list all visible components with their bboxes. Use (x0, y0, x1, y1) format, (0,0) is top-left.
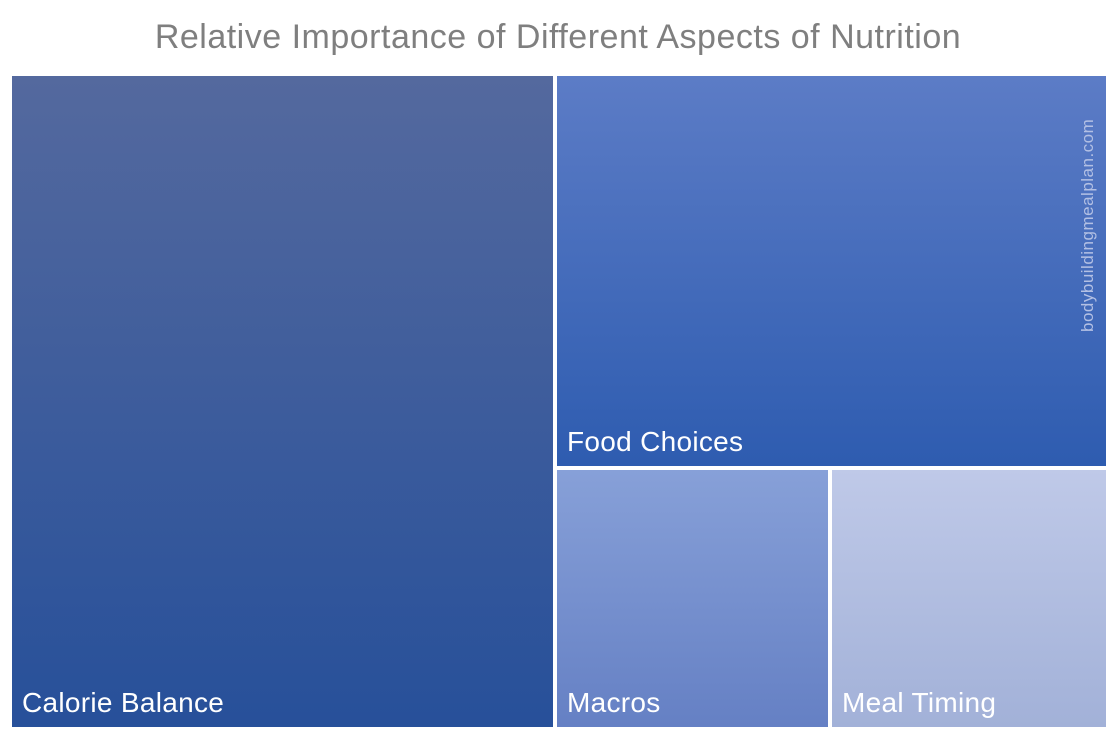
cell-label-food-choices: Food Choices (567, 426, 744, 457)
watermark-text: bodybuildingmealplan.com (1078, 118, 1097, 332)
chart-title: Relative Importance of Different Aspects… (154, 18, 962, 56)
treemap-cell-calorie-balance: Calorie Balance (12, 76, 553, 727)
cell-label-macros: Macros (567, 687, 661, 718)
cell-label-calorie-balance: Calorie Balance (22, 687, 225, 718)
treemap-cell-macros: Macros (557, 470, 828, 727)
treemap-plot-area: Calorie Balance Food Choices bodybuildin… (12, 76, 1106, 727)
treemap-cell-meal-timing: Meal Timing (832, 470, 1106, 727)
cell-label-meal-timing: Meal Timing (842, 687, 997, 718)
treemap-cell-food-choices: Food Choices bodybuildingmealplan.com (557, 76, 1106, 466)
